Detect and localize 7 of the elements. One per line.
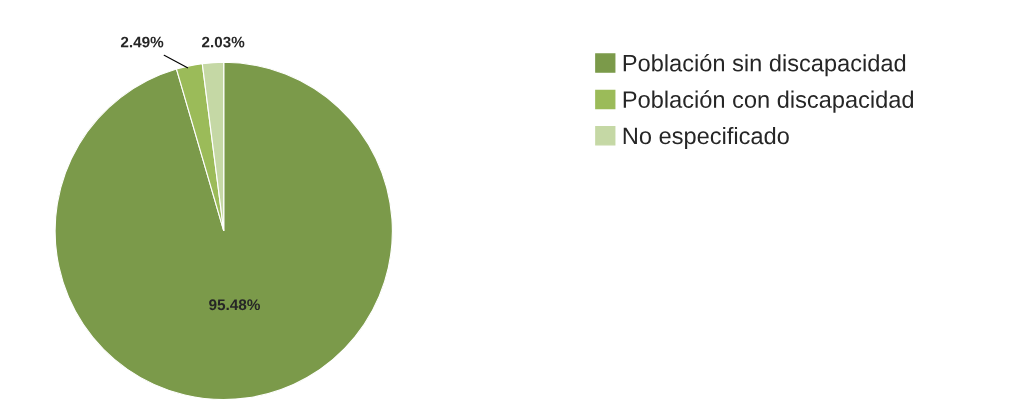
legend-label: Población con discapacidad	[623, 90, 914, 113]
data-label: 2.49%	[120, 36, 164, 48]
legend-label: Población sin discapacidad	[623, 53, 906, 77]
data-label: 95.48%	[209, 299, 260, 311]
data-label: 2.03%	[201, 36, 245, 48]
pie-slice	[54, 61, 393, 401]
legend-label: No especificado	[623, 126, 789, 149]
